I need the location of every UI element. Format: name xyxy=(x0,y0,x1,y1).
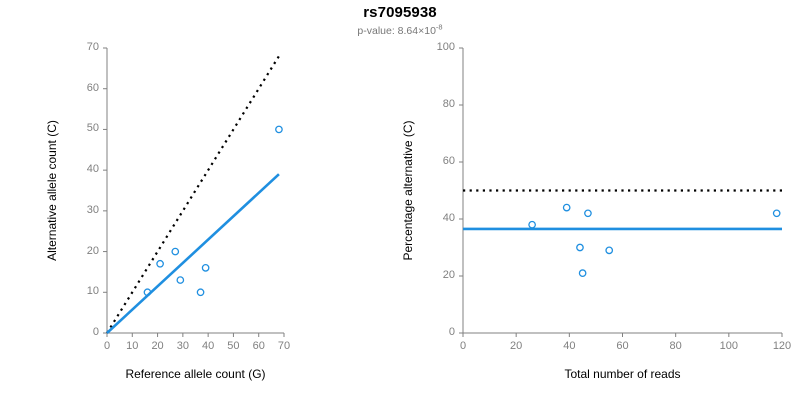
y-tick-label: 40 xyxy=(86,163,99,176)
data-point xyxy=(578,269,587,277)
plot-area-allele-counts xyxy=(103,47,285,337)
x-tick-label: 40 xyxy=(202,340,215,352)
y-tick-label: 40 xyxy=(442,212,455,224)
data-point xyxy=(562,203,571,212)
panel-allele-counts: Reference allele count (G) Alternative a… xyxy=(45,41,291,381)
x-tick-label: 20 xyxy=(151,340,164,352)
reference-diagonal xyxy=(106,55,280,334)
x-tick-label: 0 xyxy=(103,340,111,352)
y-tick-label: 0 xyxy=(92,326,99,338)
y-tick-label: 30 xyxy=(86,203,99,216)
y-tick-label: 80 xyxy=(442,98,455,110)
y-tick-label: 20 xyxy=(86,244,99,257)
data-point xyxy=(528,220,536,229)
x-axis-title-right: Total number of reads xyxy=(564,367,681,381)
x-tick-label: 60 xyxy=(252,340,265,352)
data-point xyxy=(171,247,180,256)
x-tick-label: 100 xyxy=(719,340,738,352)
x-tick-label: 80 xyxy=(669,340,682,352)
x-axis-title-left: Reference allele count (G) xyxy=(125,367,266,381)
y-tick-label: 10 xyxy=(86,285,99,298)
data-point xyxy=(196,288,205,297)
x-tick-label: 120 xyxy=(772,340,792,352)
data-point xyxy=(156,259,164,268)
data-point xyxy=(176,276,185,284)
y-tick-label: 20 xyxy=(442,269,455,281)
y-tick-label: 0 xyxy=(448,326,455,338)
panel-percentage-alternative: Total number of reads Percentage alterna… xyxy=(400,0,800,400)
plot-area-percentage-alternative xyxy=(459,47,783,337)
data-point xyxy=(605,246,614,255)
y-tick-label: 60 xyxy=(442,155,455,167)
fit-line xyxy=(106,173,280,334)
y-tick-label: 50 xyxy=(86,122,99,135)
x-tick-label: 10 xyxy=(126,340,139,352)
data-point xyxy=(201,264,210,272)
data-point xyxy=(143,288,152,297)
y-tick-label: 70 xyxy=(86,41,99,53)
x-tick-label: 20 xyxy=(510,340,523,352)
x-tick-label: 0 xyxy=(459,340,467,352)
y-tick-label: 100 xyxy=(436,41,455,53)
y-tick-label: 60 xyxy=(86,81,99,94)
x-tick-label: 40 xyxy=(563,340,576,352)
plot-svg-percentage-alternative xyxy=(459,47,783,337)
data-point xyxy=(772,209,781,218)
data-point xyxy=(576,243,584,252)
data-point xyxy=(584,209,592,218)
x-tick-label: 30 xyxy=(176,340,189,352)
data-point xyxy=(275,125,283,134)
y-axis-title-right: Percentage alternative (C) xyxy=(401,120,415,261)
x-tick-label: 60 xyxy=(616,340,629,352)
plot-svg-allele-counts xyxy=(103,47,285,337)
x-tick-label: 70 xyxy=(277,340,291,352)
x-tick-label: 50 xyxy=(227,340,240,352)
